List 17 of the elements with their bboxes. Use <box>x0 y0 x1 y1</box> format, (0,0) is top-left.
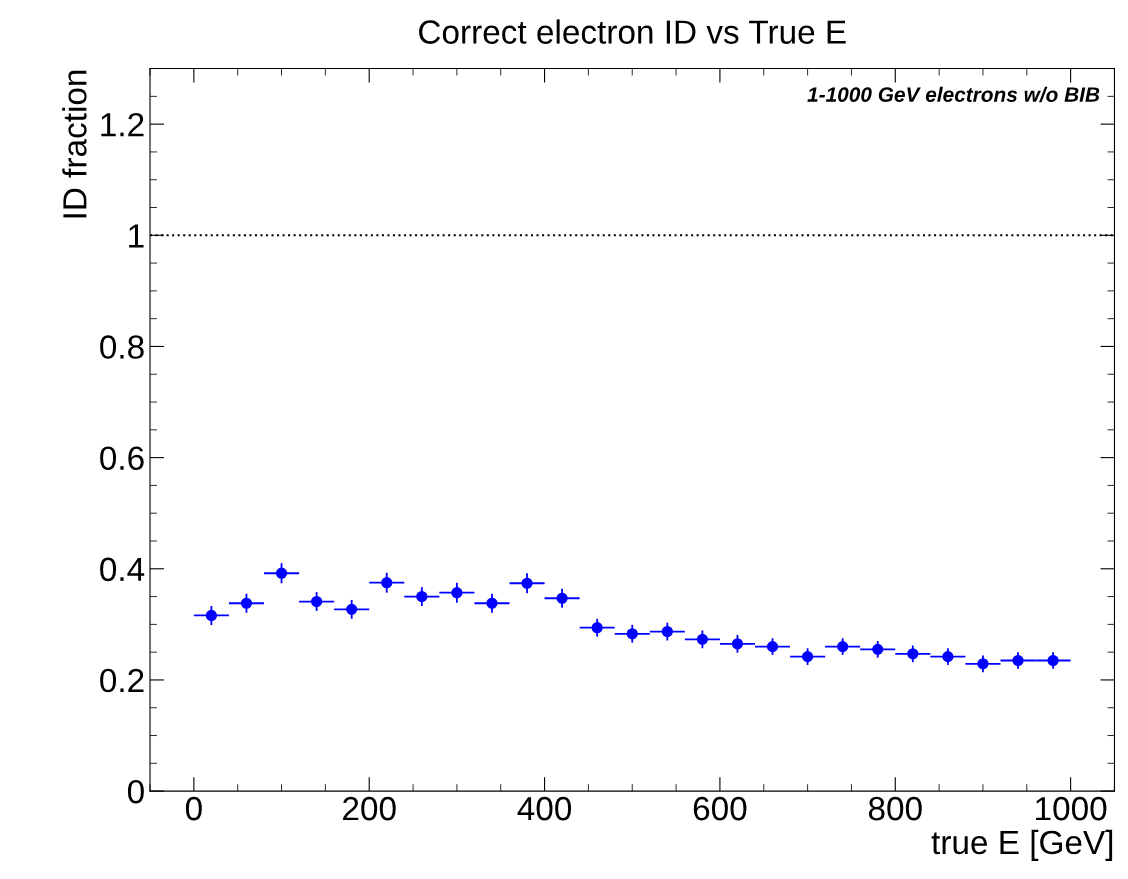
y-tick-label: 0.2 <box>100 668 144 693</box>
y-tick-label: 0.8 <box>100 335 144 359</box>
y-tick-label: 1.2 <box>101 112 144 137</box>
y-tick-label: 0.4 <box>100 557 145 582</box>
x-tick-label: 0 <box>185 796 202 821</box>
x-tick-label: 1000 <box>1036 796 1107 821</box>
x-tick-label: 800 <box>868 796 922 821</box>
x-tick-label: 200 <box>343 796 396 821</box>
x-tick-label: 400 <box>517 796 572 821</box>
chart-title: Correct electron ID vs True E <box>419 19 846 44</box>
annotation: 1-1000 GeV electrons w/o BIB <box>807 86 1100 103</box>
x-axis-title: true E [GeV] <box>931 829 1113 861</box>
y-tick-label: 0 <box>127 779 144 804</box>
x-tick-label: 600 <box>693 796 747 821</box>
y-axis-title: ID fraction <box>62 70 87 218</box>
y-tick-label: 1 <box>129 224 144 248</box>
y-tick-label: 0.6 <box>100 446 144 471</box>
